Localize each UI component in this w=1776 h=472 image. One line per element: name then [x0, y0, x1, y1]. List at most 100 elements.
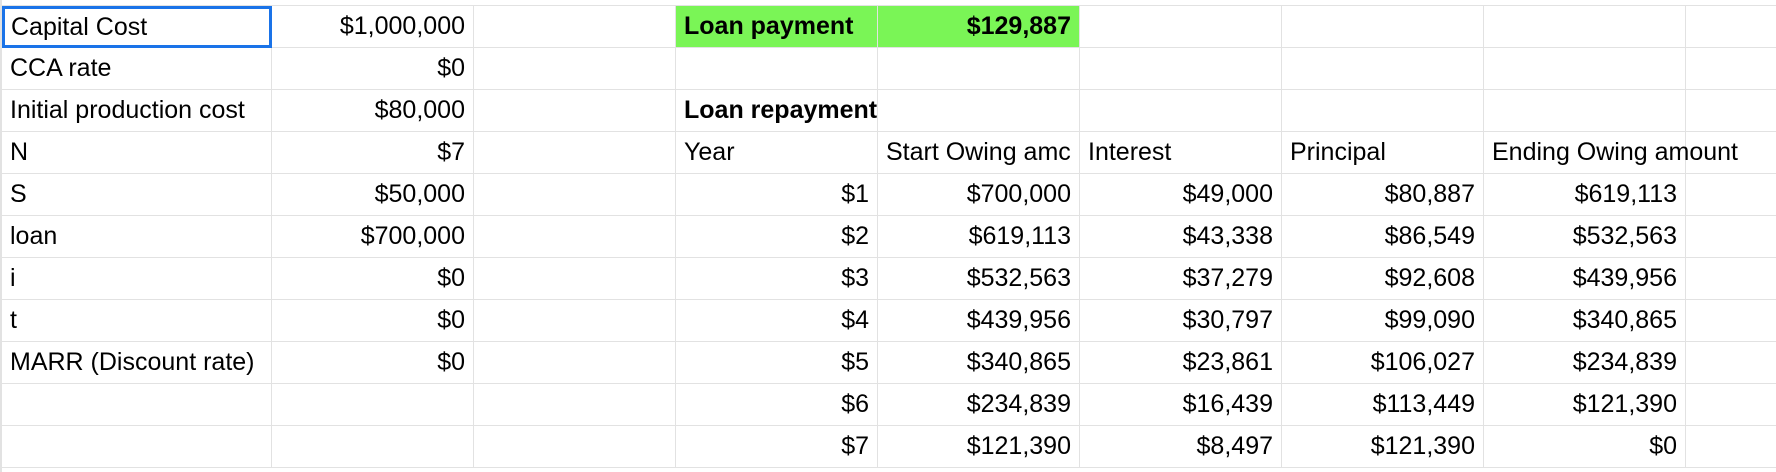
cell-r1-c8[interactable] — [1484, 6, 1686, 48]
cell-r3-c4[interactable]: Loan repayment — [676, 90, 878, 132]
cell-r6-c7[interactable]: $86,549 — [1282, 216, 1484, 258]
cell-r7-c1[interactable]: i — [2, 258, 272, 300]
cell-r2-c4[interactable] — [676, 48, 878, 90]
cell-r11-c2[interactable] — [272, 426, 474, 468]
cell-r1-c4[interactable]: Loan payment — [676, 6, 878, 48]
cell-r5-c6[interactable]: $49,000 — [1080, 174, 1282, 216]
cell-r3-c1[interactable]: Initial production cost — [2, 90, 272, 132]
cell-r7-c9[interactable] — [1686, 258, 1776, 300]
cell-r7-c7[interactable]: $92,608 — [1282, 258, 1484, 300]
cell-r8-c5[interactable]: $439,956 — [878, 300, 1080, 342]
cell-r3-c9[interactable] — [1686, 90, 1776, 132]
cell-r11-c3[interactable] — [474, 426, 676, 468]
cell-r5-c3[interactable] — [474, 174, 676, 216]
cell-r10-c2[interactable] — [272, 384, 474, 426]
cell-r2-c1[interactable]: CCA rate — [2, 48, 272, 90]
cell-r8-c3[interactable] — [474, 300, 676, 342]
cell-r7-c3[interactable] — [474, 258, 676, 300]
cell-r3-c3[interactable] — [474, 90, 676, 132]
cell-r6-c3[interactable] — [474, 216, 676, 258]
cell-r9-c9[interactable] — [1686, 342, 1776, 384]
cell-r10-c6[interactable]: $16,439 — [1080, 384, 1282, 426]
cell-r7-c8[interactable]: $439,956 — [1484, 258, 1686, 300]
cell-r1-c9[interactable] — [1686, 6, 1776, 48]
cell-r3-c8[interactable] — [1484, 90, 1686, 132]
cell-r7-c5[interactable]: $532,563 — [878, 258, 1080, 300]
cell-r1-c5[interactable]: $129,887 — [878, 6, 1080, 48]
cell-r2-c7[interactable] — [1282, 48, 1484, 90]
cell-r9-c3[interactable] — [474, 342, 676, 384]
cell-r4-c3[interactable] — [474, 132, 676, 174]
cell-r8-c6[interactable]: $30,797 — [1080, 300, 1282, 342]
grid-top-border — [0, 0, 1776, 6]
cell-r10-c5[interactable]: $234,839 — [878, 384, 1080, 426]
cell-r8-c1[interactable]: t — [2, 300, 272, 342]
cell-r4-c1[interactable]: N — [2, 132, 272, 174]
cell-r5-c1[interactable]: S — [2, 174, 272, 216]
cell-r1-c2[interactable]: $1,000,000 — [272, 6, 474, 48]
cell-r11-c4[interactable]: $7 — [676, 426, 878, 468]
cell-r4-c8[interactable]: Ending Owing amount — [1484, 132, 1738, 174]
cell-r1-c7[interactable] — [1282, 6, 1484, 48]
cell-r9-c2[interactable]: $0 — [272, 342, 474, 384]
cell-r11-c7[interactable]: $121,390 — [1282, 426, 1484, 468]
cell-r11-c9[interactable] — [1686, 426, 1776, 468]
cell-r10-c4[interactable]: $6 — [676, 384, 878, 426]
cell-r11-c1[interactable] — [2, 426, 272, 468]
cell-r10-c7[interactable]: $113,449 — [1282, 384, 1484, 426]
cell-r6-c8[interactable]: $532,563 — [1484, 216, 1686, 258]
cell-r9-c5[interactable]: $340,865 — [878, 342, 1080, 384]
cell-r3-c6[interactable] — [1080, 90, 1282, 132]
cell-r3-c5[interactable] — [878, 90, 1080, 132]
cell-r6-c9[interactable] — [1686, 216, 1776, 258]
cell-r2-c2[interactable]: $0 — [272, 48, 474, 90]
cell-r9-c4[interactable]: $5 — [676, 342, 878, 384]
cell-r4-c4[interactable]: Year — [676, 132, 878, 174]
cell-r11-c6[interactable]: $8,497 — [1080, 426, 1282, 468]
cell-r5-c4[interactable]: $1 — [676, 174, 878, 216]
cell-r6-c4[interactable]: $2 — [676, 216, 878, 258]
cell-r11-c8[interactable]: $0 — [1484, 426, 1686, 468]
cell-r10-c9[interactable] — [1686, 384, 1776, 426]
cell-r4-c9[interactable] — [1686, 132, 1776, 174]
cell-r10-c3[interactable] — [474, 384, 676, 426]
cell-r2-c9[interactable] — [1686, 48, 1776, 90]
cell-r2-c8[interactable] — [1484, 48, 1686, 90]
cell-r1-c3[interactable] — [474, 6, 676, 48]
cell-r9-c8[interactable]: $234,839 — [1484, 342, 1686, 384]
cell-r5-c8[interactable]: $619,113 — [1484, 174, 1686, 216]
cell-r3-c7[interactable] — [1282, 90, 1484, 132]
cell-r5-c2[interactable]: $50,000 — [272, 174, 474, 216]
cell-r3-c2[interactable]: $80,000 — [272, 90, 474, 132]
cell-r6-c1[interactable]: loan — [2, 216, 272, 258]
cell-r8-c2[interactable]: $0 — [272, 300, 474, 342]
cell-r10-c8[interactable]: $121,390 — [1484, 384, 1686, 426]
cell-r4-c2[interactable]: $7 — [272, 132, 474, 174]
cell-r8-c8[interactable]: $340,865 — [1484, 300, 1686, 342]
cell-r2-c3[interactable] — [474, 48, 676, 90]
cell-r7-c6[interactable]: $37,279 — [1080, 258, 1282, 300]
cell-r5-c5[interactable]: $700,000 — [878, 174, 1080, 216]
cell-r9-c6[interactable]: $23,861 — [1080, 342, 1282, 384]
cell-r4-c5[interactable]: Start Owing amc — [878, 132, 1080, 174]
cell-r1-c1[interactable]: Capital Cost — [2, 6, 272, 48]
cell-r4-c7[interactable]: Principal — [1282, 132, 1484, 174]
cell-r11-c5[interactable]: $121,390 — [878, 426, 1080, 468]
cell-r6-c5[interactable]: $619,113 — [878, 216, 1080, 258]
cell-r2-c5[interactable] — [878, 48, 1080, 90]
cell-r5-c7[interactable]: $80,887 — [1282, 174, 1484, 216]
cell-r4-c6[interactable]: Interest — [1080, 132, 1282, 174]
cell-r9-c7[interactable]: $106,027 — [1282, 342, 1484, 384]
cell-r10-c1[interactable] — [2, 384, 272, 426]
cell-r6-c2[interactable]: $700,000 — [272, 216, 474, 258]
cell-r8-c4[interactable]: $4 — [676, 300, 878, 342]
cell-r2-c6[interactable] — [1080, 48, 1282, 90]
cell-r8-c7[interactable]: $99,090 — [1282, 300, 1484, 342]
cell-r1-c6[interactable] — [1080, 6, 1282, 48]
cell-r6-c6[interactable]: $43,338 — [1080, 216, 1282, 258]
cell-r9-c1[interactable]: MARR (Discount rate) — [2, 342, 272, 384]
cell-r7-c4[interactable]: $3 — [676, 258, 878, 300]
cell-r5-c9[interactable] — [1686, 174, 1776, 216]
cell-r7-c2[interactable]: $0 — [272, 258, 474, 300]
cell-r8-c9[interactable] — [1686, 300, 1776, 342]
